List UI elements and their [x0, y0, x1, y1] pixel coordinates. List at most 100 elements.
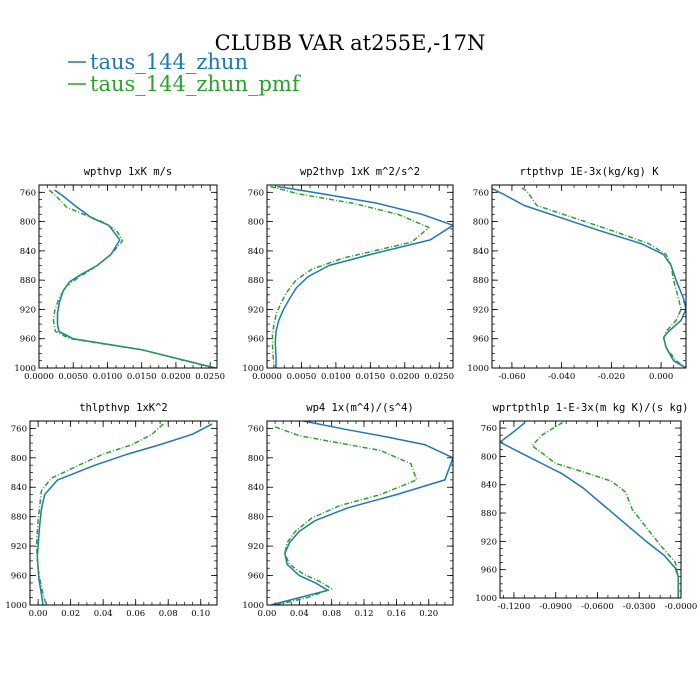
x-tick-label: 0.04 — [94, 609, 113, 619]
y-tick-label: 920 — [20, 305, 36, 315]
plot-frame — [29, 420, 218, 606]
panel-title: thlpthvp 1xK^2 — [79, 402, 168, 414]
x-tick-label: -0.020 — [598, 372, 625, 382]
series-line-taus-144-zhun-pmf — [270, 185, 430, 368]
x-tick-label: 0.0150 — [127, 372, 157, 382]
x-tick-label: 0.0050 — [287, 372, 317, 382]
x-tick-label: 0.16 — [387, 609, 406, 619]
x-tick-label: 0.02 — [61, 609, 80, 619]
y-tick-label: 880 — [473, 276, 489, 286]
panel-3: rtpthvp 1E-3x(kg/kg) K -0.060 -0.040 -0.020… — [467, 166, 687, 382]
x-tick-label: 0.06 — [126, 609, 145, 619]
y-tick-label: 760 — [248, 424, 264, 434]
x-tick-label: 0.0200 — [161, 372, 191, 382]
x-tick-label: 0.0100 — [321, 372, 351, 382]
y-tick-label: 760 — [473, 188, 489, 198]
y-tick-label: 960 — [248, 572, 264, 582]
series-group — [48, 189, 216, 368]
series-line-taus-144-zhun-pmf — [521, 187, 686, 368]
y-tick-label: 1000 — [14, 364, 36, 374]
series-group — [500, 421, 679, 598]
y-tick-label: 920 — [11, 542, 27, 552]
y-tick-label: 920 — [473, 305, 489, 315]
x-tick-label: 0.0000 — [24, 372, 54, 382]
x-tick-label: 0.0100 — [93, 372, 123, 382]
series-group — [270, 185, 453, 368]
y-tick-label: 800 — [248, 454, 264, 464]
series-line-taus-144-zhun-pmf — [35, 423, 164, 605]
series-line-taus-144-zhun — [492, 187, 686, 368]
panel-title: wpthvp 1xK m/s — [84, 166, 173, 178]
y-tick-label: 1000 — [5, 601, 27, 611]
panel-title: rtpthvp 1E-3x(kg/kg) K — [519, 166, 659, 178]
plot-frame — [499, 420, 682, 599]
y-tick-label: 800 — [248, 218, 264, 228]
panel-title: wp2thvp 1xK m^2/s^2 — [300, 166, 420, 178]
panel-2: wp2thvp 1xK m^2/s^2 0.0000 0.0050 0.0100 0.0… — [242, 166, 454, 382]
panel-title: wp4 1x(m^4)/(s^4) — [306, 402, 413, 414]
y-tick-label: 800 — [473, 218, 489, 228]
panel-1: wpthvp 1xK m/s 0.0000 0.0050 0.0100 0.0150 0.… — [14, 166, 225, 382]
x-tick-label: 0.08 — [322, 609, 341, 619]
y-tick-label: 800 — [11, 454, 27, 464]
series-group — [492, 187, 686, 368]
y-tick-label: 880 — [481, 509, 497, 519]
y-tick-label: 760 — [481, 424, 497, 434]
y-tick-label: 840 — [248, 483, 264, 493]
x-tick-label: -0.0900 — [539, 602, 572, 612]
x-tick-label: -0.1200 — [498, 602, 531, 612]
panel-6: wprtpthlp 1-E-3x(m kg K)/(s kg) -0.1200 -0… — [475, 402, 697, 612]
series-line-taus-144-zhun — [274, 185, 453, 368]
x-tick-label: 0.04 — [290, 609, 309, 619]
x-tick-label: 0.20 — [419, 609, 438, 619]
x-tick-label: -0.0000 — [665, 602, 698, 612]
y-tick-label: 880 — [11, 513, 27, 523]
y-tick-label: 920 — [481, 537, 497, 547]
y-tick-label: 840 — [20, 247, 36, 257]
y-tick-label: 960 — [248, 335, 264, 345]
y-tick-label: 1000 — [467, 364, 489, 374]
y-tick-label: 760 — [248, 188, 264, 198]
panel-4: thlpthvp 1xK^2 0.00 0.02 0.04 0.06 0.08 0.10 76… — [5, 402, 218, 619]
legend-label-zhun-pmf: taus_144_zhun_pmf — [90, 72, 302, 96]
series-line-taus-144-zhun — [54, 189, 216, 368]
y-tick-label: 920 — [248, 305, 264, 315]
series-group — [35, 423, 213, 605]
x-tick-label: -0.040 — [548, 372, 575, 382]
x-tick-label: 0.0150 — [355, 372, 385, 382]
x-tick-label: 0.12 — [355, 609, 374, 619]
x-tick-label: -0.0600 — [581, 602, 614, 612]
y-tick-label: 840 — [11, 483, 27, 493]
y-tick-label: 880 — [248, 276, 264, 286]
x-tick-label: 0.0000 — [252, 372, 282, 382]
x-tick-label: -0.060 — [498, 372, 525, 382]
y-tick-label: 960 — [481, 566, 497, 576]
x-tick-label: 0.00 — [258, 609, 277, 619]
y-tick-label: 1000 — [475, 594, 497, 604]
y-tick-label: 840 — [473, 247, 489, 257]
y-tick-label: 960 — [473, 335, 489, 345]
series-group — [270, 421, 453, 605]
x-tick-label: 0.0050 — [58, 372, 88, 382]
x-tick-label: 0.000 — [649, 372, 673, 382]
plot-frame — [38, 184, 218, 369]
x-tick-label: 0.0200 — [390, 372, 420, 382]
plot-frame — [266, 420, 454, 606]
y-tick-label: 840 — [248, 247, 264, 257]
panels: wpthvp 1xK m/s 0.0000 0.0050 0.0100 0.0150 0.… — [5, 166, 697, 619]
panel-5: wp4 1x(m^4)/(s^4) 0.00 0.04 0.08 0.12 0.16 0.2… — [242, 402, 454, 619]
y-tick-label: 760 — [11, 424, 27, 434]
series-line-taus-144-zhun-pmf — [531, 421, 679, 598]
y-tick-label: 920 — [248, 542, 264, 552]
panel-title: wprtpthlp 1-E-3x(m kg K)/(s kg) — [493, 402, 689, 414]
x-tick-label: 0.00 — [29, 609, 48, 619]
y-tick-label: 960 — [11, 572, 27, 582]
y-tick-label: 840 — [481, 481, 497, 491]
series-line-taus-144-zhun-pmf — [274, 426, 418, 605]
y-tick-label: 800 — [20, 218, 36, 228]
x-tick-label: 0.10 — [191, 609, 210, 619]
x-tick-label: 0.0250 — [195, 372, 225, 382]
x-tick-label: 0.0250 — [424, 372, 454, 382]
